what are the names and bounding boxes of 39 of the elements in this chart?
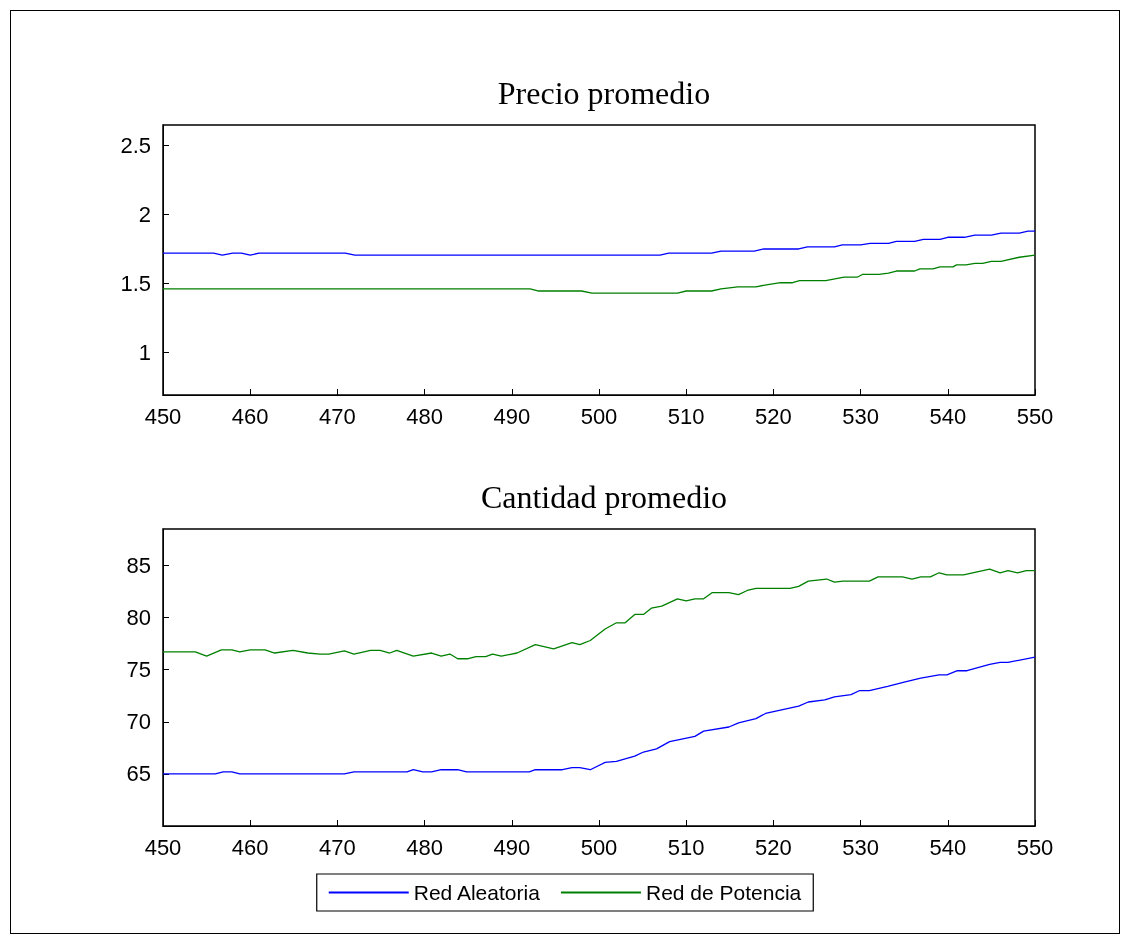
x-tick-label: 470 xyxy=(319,403,356,429)
x-tick-label: 460 xyxy=(231,834,269,860)
y-tick-label: 75 xyxy=(126,657,151,683)
x-tick-label: 490 xyxy=(493,834,531,860)
chart-title: Precio promedio xyxy=(497,75,711,111)
x-tick-label: 470 xyxy=(319,834,356,860)
x-tick-label: 460 xyxy=(231,403,269,429)
x-tick-label: 520 xyxy=(755,834,792,860)
y-tick-label: 1.5 xyxy=(120,270,151,296)
line-series xyxy=(162,656,1036,775)
x-tick-label: 510 xyxy=(667,834,705,860)
x-tick-label: 500 xyxy=(580,834,618,860)
x-tick-label: 540 xyxy=(929,834,967,860)
y-tick-label: 2 xyxy=(138,202,151,228)
x-tick-label: 490 xyxy=(493,403,531,429)
x-tick-label: 530 xyxy=(842,834,879,860)
x-tick-label: 480 xyxy=(406,403,443,429)
x-tick-label: 450 xyxy=(144,403,182,429)
y-tick-label: 80 xyxy=(126,605,151,631)
legend-label: Red Aleatoria xyxy=(413,881,541,904)
x-tick-label: 540 xyxy=(929,403,967,429)
chart-title: Cantidad promedio xyxy=(480,479,728,515)
y-tick-label: 1 xyxy=(138,339,151,365)
line-series xyxy=(162,254,1036,294)
y-tick-label: 65 xyxy=(126,761,151,787)
y-tick-label: 85 xyxy=(126,552,151,578)
x-tick-label: 480 xyxy=(406,834,443,860)
x-tick-label: 530 xyxy=(842,403,879,429)
line-series xyxy=(162,568,1036,660)
x-tick-label: 550 xyxy=(1016,834,1054,860)
legend-label: Red de Potencia xyxy=(645,881,802,904)
x-tick-label: 450 xyxy=(144,834,182,860)
x-tick-label: 510 xyxy=(667,403,705,429)
x-tick-label: 520 xyxy=(755,403,792,429)
y-tick-label: 2.5 xyxy=(120,133,151,159)
line-series xyxy=(162,230,1036,256)
y-tick-label: 70 xyxy=(126,709,151,735)
x-tick-label: 550 xyxy=(1016,403,1054,429)
x-tick-label: 500 xyxy=(580,403,618,429)
